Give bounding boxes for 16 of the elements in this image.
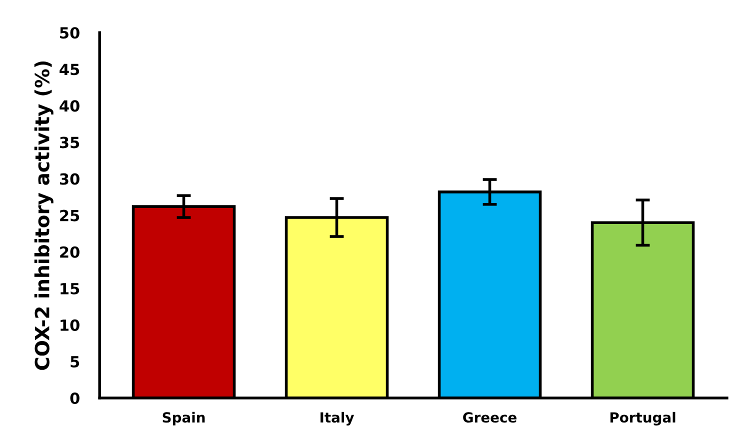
y-tick-label: 0 [70, 392, 80, 404]
y-tick-label: 25 [60, 210, 80, 222]
y-tick-label: 40 [60, 100, 80, 112]
x-tick-label: Portugal [610, 412, 676, 426]
y-tick-label: 5 [70, 356, 80, 368]
y-tick-label: 10 [60, 319, 80, 331]
y-tick-label: 15 [60, 283, 80, 294]
x-tick-label: Spain [162, 412, 205, 426]
y-tick-label: 45 [60, 64, 80, 76]
y-tick-label: 35 [60, 136, 80, 148]
y-axis-title: COX-2 inhibitory activity (%) [34, 61, 54, 370]
x-tick-label: Italy [320, 412, 354, 426]
y-tick-label: 50 [60, 27, 80, 39]
y-tick-label: 30 [60, 173, 80, 185]
x-tick-label: Greece [463, 412, 516, 423]
y-tick-label: 20 [60, 246, 80, 258]
